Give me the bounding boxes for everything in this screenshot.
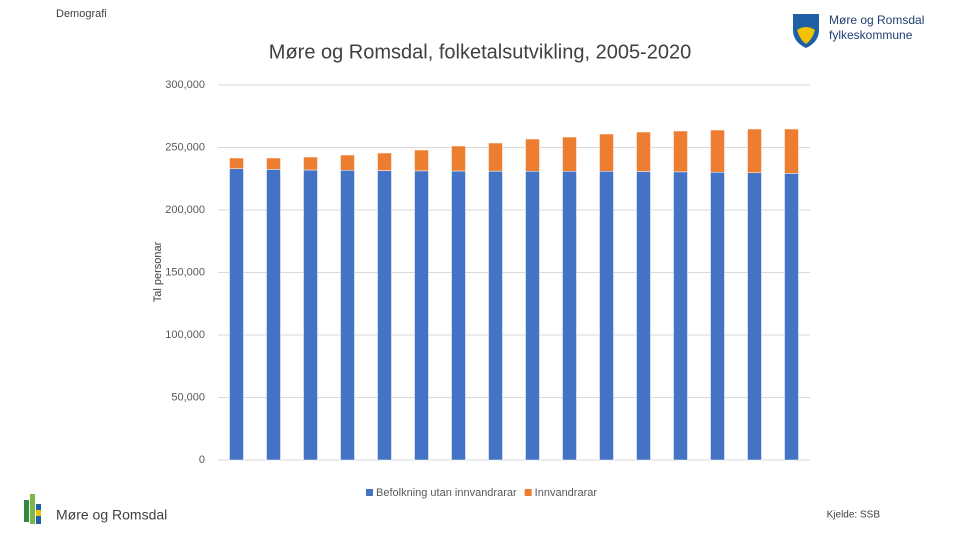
logo-text: fylkeskommune xyxy=(829,28,913,42)
chart-title: Møre og Romsdal, folketalsutvikling, 200… xyxy=(269,41,691,63)
legend-swatch xyxy=(524,489,532,496)
legend-label: Innvandrarar xyxy=(535,487,598,499)
y-tick-label: 300,000 xyxy=(165,79,205,91)
bar-segment xyxy=(525,171,540,461)
bar-segment xyxy=(303,169,318,461)
bar-segment xyxy=(414,170,429,461)
bar-segment xyxy=(784,128,799,174)
y-tick-label: 150,000 xyxy=(165,266,205,278)
bar-segment xyxy=(377,170,392,461)
y-tick-label: 100,000 xyxy=(165,329,205,341)
bar-segment xyxy=(710,129,725,173)
bar-segment xyxy=(673,171,688,461)
logo: Møre og Romsdal fylkeskommune xyxy=(793,13,924,48)
bar-segment xyxy=(747,128,762,173)
bar-segment xyxy=(710,172,725,461)
bar-segment xyxy=(451,170,466,461)
bar-segment xyxy=(451,145,466,172)
y-tick-label: 200,000 xyxy=(165,204,205,216)
bar-segment xyxy=(599,171,614,461)
bar-segment xyxy=(414,149,429,172)
y-tick-label: 50,000 xyxy=(171,391,205,403)
y-tick-label: 250,000 xyxy=(165,141,205,153)
logo-emblem xyxy=(797,27,815,44)
bar-segment xyxy=(636,131,651,172)
bar-segment xyxy=(229,168,244,461)
legend-label: Befolkning utan innvandrarar xyxy=(376,487,517,499)
footer-brand: Møre og Romsdal xyxy=(56,507,167,523)
bar-segment xyxy=(673,130,688,173)
section-label: Demografi xyxy=(56,8,107,20)
bar-segment xyxy=(229,157,244,169)
bar-segment xyxy=(636,171,651,461)
logo-bar xyxy=(30,494,35,524)
bar-segment xyxy=(488,170,503,461)
bar-segment xyxy=(488,142,503,172)
source: Kjelde: SSB xyxy=(827,510,881,521)
bar-segment xyxy=(562,171,577,461)
bar-segment xyxy=(266,169,281,461)
bar-segment xyxy=(340,170,355,461)
legend-swatch xyxy=(366,489,373,496)
logo-text: Møre og Romsdal xyxy=(829,13,924,27)
bar-segment xyxy=(784,173,799,461)
bar-segment xyxy=(303,156,318,171)
footer-logo xyxy=(24,494,41,524)
bar-segment xyxy=(525,138,540,172)
bar-segment xyxy=(377,152,392,171)
logo-bar xyxy=(36,510,41,516)
bar-segment xyxy=(562,136,577,172)
bar-segment xyxy=(747,172,762,461)
bar-segment xyxy=(266,157,281,170)
y-tick-label: 0 xyxy=(199,454,205,466)
y-axis-label: Tal personar xyxy=(152,241,164,302)
bar-segment xyxy=(599,133,614,172)
logo-bar xyxy=(24,500,29,522)
bar-segment xyxy=(340,154,355,171)
